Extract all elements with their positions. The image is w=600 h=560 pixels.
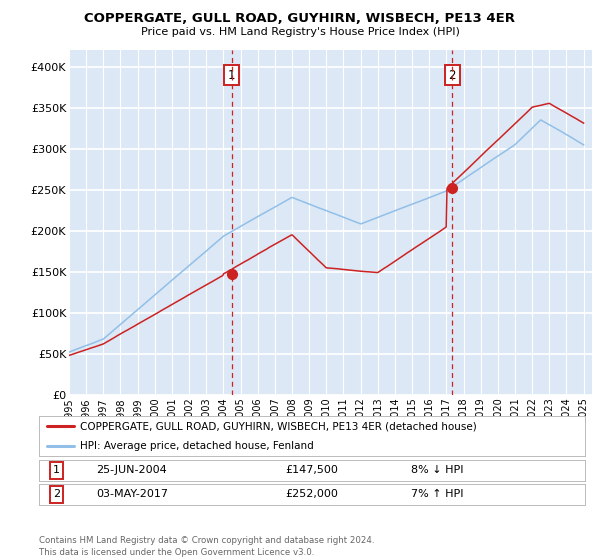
Text: 03-MAY-2017: 03-MAY-2017 [96,489,168,500]
Text: 7% ↑ HPI: 7% ↑ HPI [412,489,464,500]
Text: 25-JUN-2004: 25-JUN-2004 [97,465,167,475]
Text: £147,500: £147,500 [286,465,338,475]
Text: £252,000: £252,000 [286,489,338,500]
Text: 1: 1 [53,465,60,475]
Text: COPPERGATE, GULL ROAD, GUYHIRN, WISBECH, PE13 4ER (detached house): COPPERGATE, GULL ROAD, GUYHIRN, WISBECH,… [80,421,476,431]
Text: 2: 2 [448,68,456,82]
Text: HPI: Average price, detached house, Fenland: HPI: Average price, detached house, Fenl… [80,441,314,451]
Text: COPPERGATE, GULL ROAD, GUYHIRN, WISBECH, PE13 4ER: COPPERGATE, GULL ROAD, GUYHIRN, WISBECH,… [85,12,515,25]
Text: Price paid vs. HM Land Registry's House Price Index (HPI): Price paid vs. HM Land Registry's House … [140,27,460,37]
Text: 2: 2 [53,489,60,500]
Text: 8% ↓ HPI: 8% ↓ HPI [412,465,464,475]
Text: Contains HM Land Registry data © Crown copyright and database right 2024.
This d: Contains HM Land Registry data © Crown c… [39,536,374,557]
Text: 1: 1 [228,68,236,82]
